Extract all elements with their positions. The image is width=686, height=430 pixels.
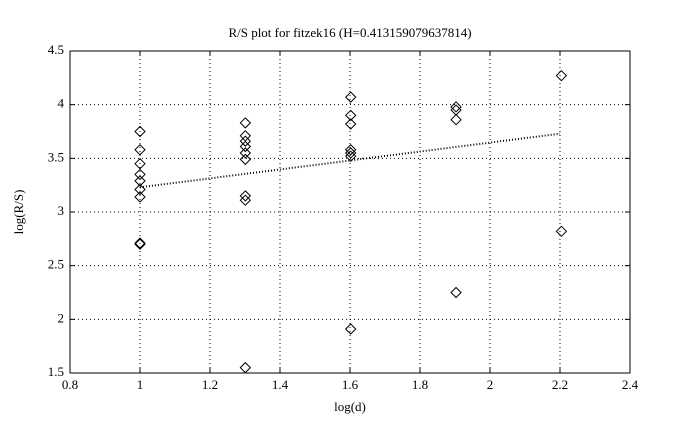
- point: [134, 125, 146, 138]
- point: [134, 157, 146, 170]
- x-tick-label: 1.8: [412, 377, 428, 392]
- point: [239, 117, 252, 129]
- point: [555, 69, 568, 82]
- plot-frame: [69, 50, 631, 374]
- y-tick-label: 3.5: [48, 149, 64, 164]
- point: [344, 118, 357, 130]
- point: [450, 101, 462, 113]
- point: [239, 140, 252, 153]
- point: [239, 135, 252, 147]
- point: [239, 153, 252, 166]
- point: [239, 130, 252, 142]
- y-tick-label: 4: [58, 96, 65, 111]
- point: [344, 91, 357, 103]
- x-axis-label: log(d): [334, 399, 366, 414]
- x-tick-label: 1.6: [342, 377, 359, 392]
- point: [239, 147, 252, 159]
- x-tick-label: 1.2: [202, 377, 218, 392]
- x-tick-label: 1.4: [272, 377, 289, 392]
- point: [555, 225, 568, 238]
- x-tick-label: 2.2: [552, 377, 568, 392]
- point: [239, 361, 252, 374]
- x-tick-label: 0.8: [62, 377, 78, 392]
- point: [344, 109, 357, 122]
- point: [344, 147, 357, 159]
- point: [239, 194, 252, 206]
- point: [134, 191, 146, 203]
- y-tick-label: 2.5: [48, 257, 64, 272]
- point: [344, 144, 357, 156]
- y-tick-label: 2: [58, 310, 65, 325]
- y-axis-label: log(R/S): [11, 190, 26, 235]
- point: [134, 168, 146, 181]
- point: [450, 113, 462, 126]
- y-tick-label: 4.5: [48, 42, 64, 57]
- x-tick-label: 2.4: [622, 377, 639, 392]
- point: [134, 237, 146, 249]
- point: [344, 150, 357, 162]
- x-tick-label: 2: [487, 377, 494, 392]
- y-tick-label: 3: [58, 203, 65, 218]
- point: [134, 144, 146, 156]
- point: [134, 238, 146, 250]
- point: [344, 323, 357, 335]
- x-tick-label: 1: [137, 377, 144, 392]
- point: [239, 190, 252, 202]
- chart-title: R/S plot for fitzek16 (H=0.4131590796378…: [228, 25, 471, 40]
- point: [450, 286, 462, 299]
- point: [134, 175, 146, 187]
- y-tick-label: 1.5: [48, 364, 64, 379]
